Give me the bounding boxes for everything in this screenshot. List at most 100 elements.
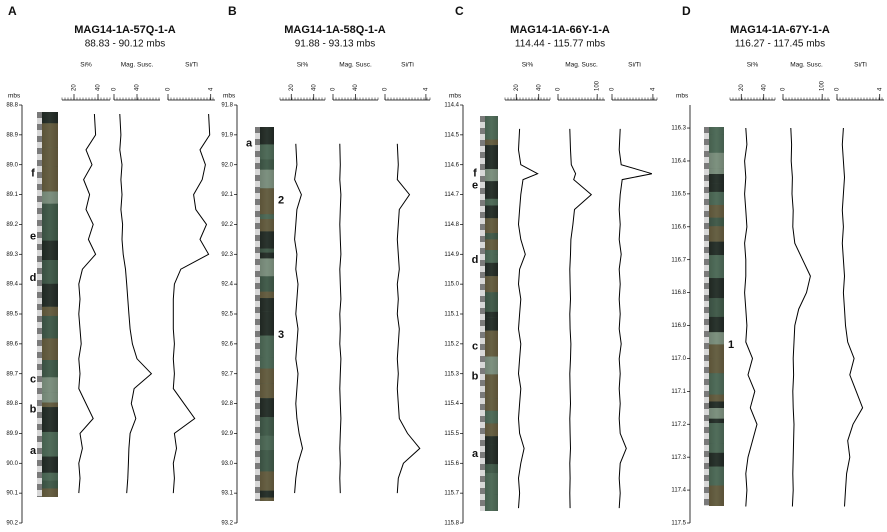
core-scale bbox=[255, 241, 260, 247]
core-band bbox=[260, 276, 274, 291]
core-scale bbox=[37, 256, 42, 262]
core-band bbox=[260, 450, 274, 471]
x-tick-label: 0 bbox=[835, 87, 841, 91]
core-band bbox=[260, 491, 274, 498]
core-scale bbox=[37, 394, 42, 400]
core-scale bbox=[37, 490, 42, 496]
core-scale bbox=[37, 478, 42, 484]
core-band bbox=[260, 231, 274, 248]
core-scale bbox=[255, 283, 260, 289]
core-scale bbox=[704, 253, 709, 259]
core-scale bbox=[704, 133, 709, 139]
core-scale bbox=[255, 307, 260, 313]
core-scale bbox=[255, 205, 260, 211]
core-band bbox=[42, 457, 58, 473]
core-scale bbox=[255, 235, 260, 241]
core-scale bbox=[480, 188, 485, 194]
unit-label: e bbox=[472, 180, 478, 192]
y-axis-label: mbs bbox=[8, 93, 21, 100]
core-scale bbox=[704, 205, 709, 211]
core-band bbox=[709, 317, 724, 332]
core-scale bbox=[704, 301, 709, 307]
core-scale bbox=[480, 176, 485, 182]
core-band bbox=[42, 307, 58, 316]
core-scale bbox=[480, 434, 485, 440]
core-scale bbox=[704, 127, 709, 133]
x-tick-label: 100 bbox=[820, 80, 826, 91]
core-scale bbox=[704, 397, 709, 403]
core-scale bbox=[480, 464, 485, 470]
core-scale bbox=[255, 211, 260, 217]
core-scale bbox=[704, 139, 709, 145]
track-name: Si% bbox=[522, 62, 534, 69]
core-band bbox=[709, 135, 724, 153]
core-scale bbox=[37, 436, 42, 442]
core-scale bbox=[37, 460, 42, 466]
core-scale bbox=[704, 217, 709, 223]
unit-label: d bbox=[472, 254, 479, 266]
y-tick-label: 116.5 bbox=[671, 191, 686, 197]
core-band bbox=[260, 144, 274, 159]
panel-label: C bbox=[455, 4, 464, 18]
y-tick-label: 115.0 bbox=[444, 282, 459, 288]
core-scale bbox=[704, 433, 709, 439]
core-scale bbox=[255, 253, 260, 259]
core-band bbox=[485, 374, 498, 398]
core-scale bbox=[37, 334, 42, 340]
core-scale bbox=[255, 331, 260, 337]
track-name: Si% bbox=[747, 62, 759, 69]
core-band bbox=[260, 258, 274, 276]
core-scale bbox=[480, 272, 485, 278]
core-scale bbox=[480, 326, 485, 332]
y-tick-label: 89.7 bbox=[6, 371, 18, 377]
unit-label: 1 bbox=[728, 339, 734, 351]
core-scale bbox=[37, 358, 42, 364]
y-tick-label: 89.6 bbox=[6, 341, 18, 347]
core-scale bbox=[480, 308, 485, 314]
core-band bbox=[260, 369, 274, 384]
core-band bbox=[42, 488, 58, 497]
core-scale bbox=[37, 268, 42, 274]
y-tick-label: 92.8 bbox=[221, 401, 233, 407]
core-scale bbox=[255, 127, 260, 133]
core-scale bbox=[37, 472, 42, 478]
core-scale bbox=[37, 352, 42, 358]
core-band bbox=[709, 344, 724, 358]
core-scale bbox=[255, 187, 260, 193]
figure: AMAG14-1A-57Q-1-A88.83 - 90.12 mbsmbs88.… bbox=[0, 0, 887, 532]
core-band bbox=[485, 473, 498, 495]
core-scale bbox=[480, 302, 485, 308]
panel-label: A bbox=[8, 4, 17, 18]
y-tick-label: 117.3 bbox=[671, 455, 686, 461]
core-scale bbox=[480, 200, 485, 206]
unit-label: a bbox=[30, 445, 37, 457]
core-band bbox=[709, 332, 724, 344]
unit-label: 2 bbox=[278, 194, 284, 206]
core-scale bbox=[255, 469, 260, 475]
core-scale bbox=[704, 283, 709, 289]
core-scale bbox=[37, 136, 42, 142]
core-scale bbox=[37, 166, 42, 172]
core-scale bbox=[37, 280, 42, 286]
core-band bbox=[485, 116, 498, 140]
core-band bbox=[260, 357, 274, 368]
core-scale bbox=[255, 433, 260, 439]
y-tick-label: 116.7 bbox=[671, 257, 686, 263]
log-curve bbox=[173, 114, 209, 493]
core-scale bbox=[255, 385, 260, 391]
core-scale bbox=[480, 452, 485, 458]
y-tick-label: 117.2 bbox=[671, 422, 686, 428]
core-scale bbox=[255, 391, 260, 397]
y-tick-label: 93.1 bbox=[221, 491, 233, 497]
y-tick-label: 114.4 bbox=[444, 103, 459, 109]
core-band bbox=[709, 205, 724, 218]
core-scale bbox=[480, 170, 485, 176]
core-scale bbox=[480, 410, 485, 416]
core-scale bbox=[480, 338, 485, 344]
core-scale bbox=[37, 418, 42, 424]
core-scale bbox=[37, 442, 42, 448]
core-band bbox=[42, 260, 58, 284]
core-scale bbox=[255, 421, 260, 427]
core-band bbox=[42, 229, 58, 241]
core-band bbox=[42, 191, 58, 203]
